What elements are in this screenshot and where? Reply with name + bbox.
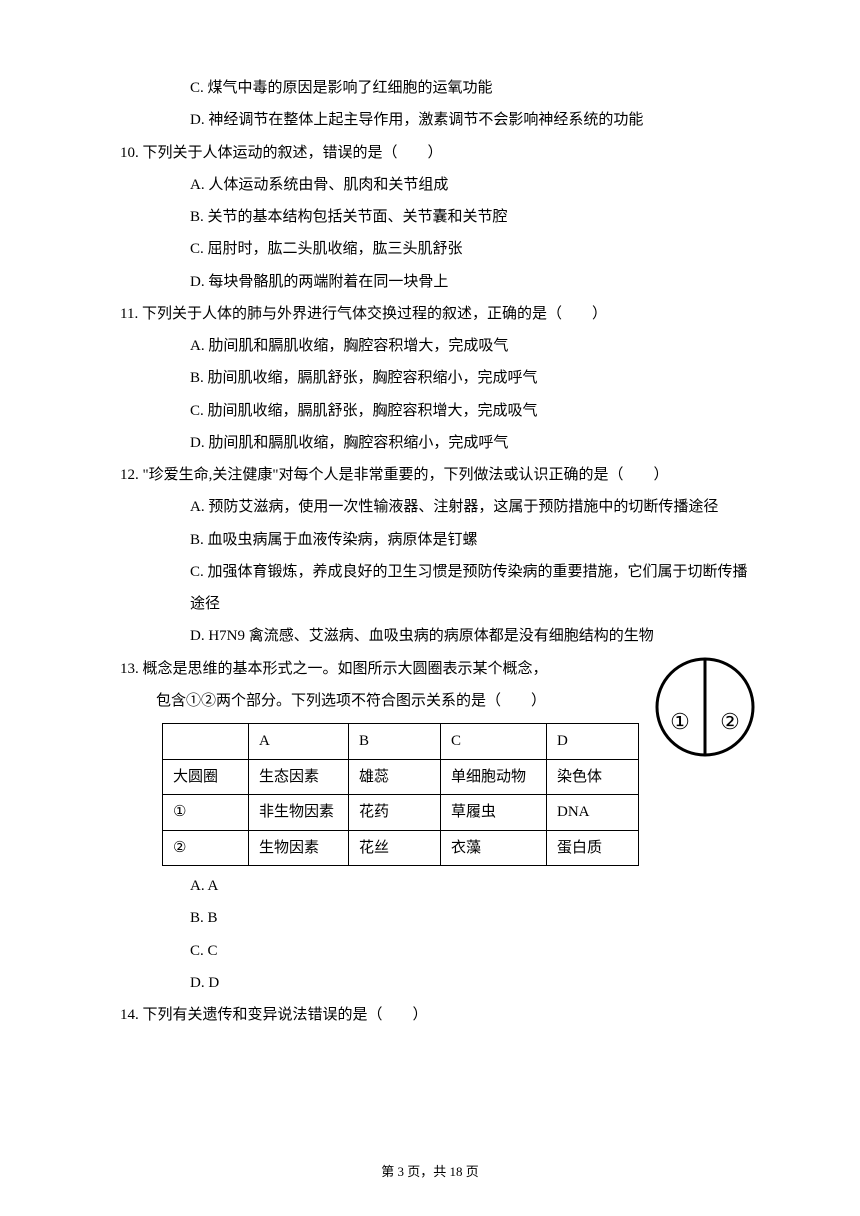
table-cell: 雄蕊 [349, 759, 441, 795]
table-cell: 单细胞动物 [441, 759, 547, 795]
table-cell: A [249, 724, 349, 760]
q12-stem: 12. "珍爱生命,关注健康"对每个人是非常重要的，下列做法或认识正确的是（ ） [120, 459, 760, 491]
q13-stem-line2: 包含①②两个部分。下列选项不符合图示关系的是（ ） [120, 685, 610, 717]
table-cell: 草履虫 [441, 795, 547, 831]
q11-stem: 11. 下列关于人体的肺与外界进行气体交换过程的叙述，正确的是（ ） [120, 298, 760, 330]
q13-stem-line1: 13. 概念是思维的基本形式之一。如图所示大圆圈表示某个概念， [120, 653, 610, 685]
venn-circle-icon: ① ② [650, 657, 760, 765]
circle-diagram: ① ② [650, 657, 760, 777]
table-cell: 生态因素 [249, 759, 349, 795]
q12-option-c: C. 加强体育锻炼，养成良好的卫生习惯是预防传染病的重要措施，它们属于切断传播途… [120, 556, 760, 621]
q12-option-a: A. 预防艾滋病，使用一次性输液器、注射器，这属于预防措施中的切断传播途径 [120, 491, 760, 523]
q11-option-d: D. 肋间肌和膈肌收缩，胸腔容积缩小，完成呼气 [120, 427, 760, 459]
table-row: ① 非生物因素 花药 草履虫 DNA [163, 795, 639, 831]
table-row: ② 生物因素 花丝 衣藻 蛋白质 [163, 830, 639, 866]
table-cell: ② [163, 830, 249, 866]
table-cell: D [547, 724, 639, 760]
diagram-label-1: ① [670, 709, 690, 734]
table-cell: 大圆圈 [163, 759, 249, 795]
q11-option-c: C. 肋间肌收缩，膈肌舒张，胸腔容积增大，完成吸气 [120, 395, 760, 427]
q13-option-a: A. A [120, 870, 760, 902]
table-cell: DNA [547, 795, 639, 831]
q9-option-c: C. 煤气中毒的原因是影响了红细胞的运氧功能 [120, 72, 760, 104]
table-header-row: A B C D [163, 724, 639, 760]
table-cell [163, 724, 249, 760]
q10-option-b: B. 关节的基本结构包括关节面、关节囊和关节腔 [120, 201, 760, 233]
q10-option-d: D. 每块骨骼肌的两端附着在同一块骨上 [120, 266, 760, 298]
q13-option-b: B. B [120, 902, 760, 934]
q13-block: 13. 概念是思维的基本形式之一。如图所示大圆圈表示某个概念， 包含①②两个部分… [120, 653, 760, 718]
table-cell: 染色体 [547, 759, 639, 795]
table-cell: 蛋白质 [547, 830, 639, 866]
q13-option-d: D. D [120, 967, 760, 999]
table-cell: 花药 [349, 795, 441, 831]
q12-option-d: D. H7N9 禽流感、艾滋病、血吸虫病的病原体都是没有细胞结构的生物 [120, 620, 760, 652]
q14-stem: 14. 下列有关遗传和变异说法错误的是（ ） [120, 999, 760, 1031]
q9-option-d: D. 神经调节在整体上起主导作用，激素调节不会影响神经系统的功能 [120, 104, 760, 136]
table-cell: ① [163, 795, 249, 831]
table-cell: 非生物因素 [249, 795, 349, 831]
q10-option-c: C. 屈肘时，肱二头肌收缩，肱三头肌舒张 [120, 233, 760, 265]
q10-stem: 10. 下列关于人体运动的叙述，错误的是（ ） [120, 137, 760, 169]
page-footer: 第 3 页，共 18 页 [0, 1158, 860, 1186]
q13-option-c: C. C [120, 935, 760, 967]
q13-table: A B C D 大圆圈 生态因素 雄蕊 单细胞动物 染色体 ① 非生物因素 花药… [162, 723, 639, 866]
q10-option-a: A. 人体运动系统由骨、肌肉和关节组成 [120, 169, 760, 201]
table-row: 大圆圈 生态因素 雄蕊 单细胞动物 染色体 [163, 759, 639, 795]
table-cell: 生物因素 [249, 830, 349, 866]
q11-option-a: A. 肋间肌和膈肌收缩，胸腔容积增大，完成吸气 [120, 330, 760, 362]
table-cell: 花丝 [349, 830, 441, 866]
table-cell: 衣藻 [441, 830, 547, 866]
q12-option-b: B. 血吸虫病属于血液传染病，病原体是钉螺 [120, 524, 760, 556]
table-cell: C [441, 724, 547, 760]
table-cell: B [349, 724, 441, 760]
diagram-label-2: ② [720, 709, 740, 734]
q11-option-b: B. 肋间肌收缩，膈肌舒张，胸腔容积缩小，完成呼气 [120, 362, 760, 394]
